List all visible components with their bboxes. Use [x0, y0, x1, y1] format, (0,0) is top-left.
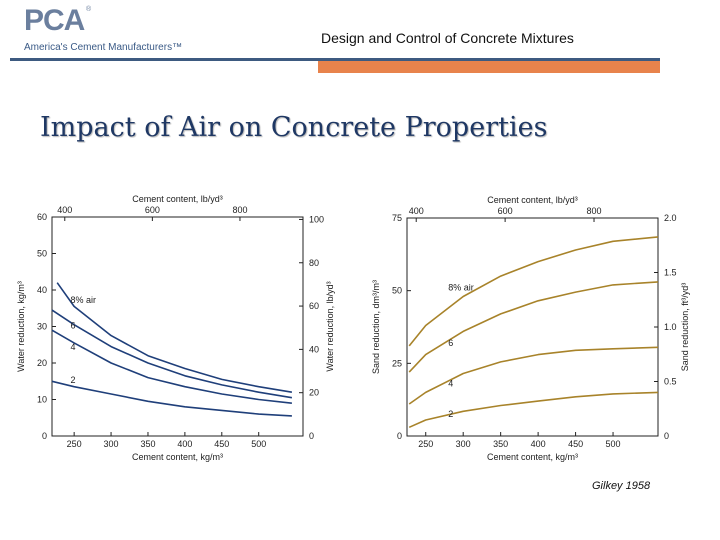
series-line-2	[408, 346, 659, 405]
x-tick-label: 450	[214, 439, 229, 449]
series-line-1	[408, 281, 659, 373]
series-label-0: 8% air	[448, 283, 474, 293]
x-tick-label: 350	[140, 439, 155, 449]
slide-title: Impact of Air on Concrete Properties	[40, 112, 548, 143]
top-axis-title: Cement content, lb/yd³	[487, 195, 578, 205]
top-tick-label: 400	[57, 205, 72, 215]
top-tick-label: 600	[498, 206, 513, 216]
right-axis-title: Water reduction, lb/yd³	[325, 281, 335, 371]
series-line-1	[51, 309, 293, 399]
plot-area	[406, 217, 659, 437]
header-title: Design and Control of Concrete Mixtures	[321, 30, 574, 46]
x-tick-label: 450	[568, 439, 583, 449]
pca-logo: PCA ® America's Cement Manufacturers™	[24, 4, 194, 56]
right-tick-label: 2.0	[664, 213, 677, 223]
y-tick-label: 0	[397, 431, 402, 441]
x-tick-label: 400	[177, 439, 192, 449]
citation: Gilkey 1958	[592, 480, 651, 492]
series-label-1: 6	[448, 338, 453, 348]
top-tick-label: 600	[145, 205, 160, 215]
right-tick-label: 100	[309, 214, 324, 224]
right-tick-label: 40	[309, 344, 319, 354]
series-line-3	[408, 391, 659, 429]
series-label-3: 2	[70, 375, 75, 385]
header-rule-orange	[318, 61, 660, 73]
x-tick-label: 500	[251, 439, 266, 449]
series-line-2	[51, 329, 292, 404]
x-tick-label: 250	[67, 439, 82, 449]
right-tick-label: 80	[309, 258, 319, 268]
plot-area	[51, 216, 304, 437]
x-tick-label: 500	[606, 439, 621, 449]
registered-mark: ®	[86, 6, 92, 13]
series-label-0: 8% air	[70, 295, 96, 305]
series-line-3	[51, 380, 292, 417]
y-tick-label: 75	[392, 213, 402, 223]
x-axis-title: Cement content, kg/m³	[487, 452, 578, 462]
logo-text: PCA	[24, 4, 85, 37]
x-tick-label: 350	[493, 439, 508, 449]
right-tick-label: 0	[664, 431, 669, 441]
series-line-0	[408, 236, 659, 347]
y-tick-label: 0	[42, 431, 47, 441]
right-tick-label: 1.0	[664, 322, 677, 332]
x-tick-label: 300	[456, 439, 471, 449]
right-tick-label: 0.5	[664, 377, 677, 387]
series-label-1: 6	[70, 320, 75, 330]
series-label-2: 4	[448, 379, 453, 389]
right-tick-label: 20	[309, 388, 319, 398]
top-tick-label: 400	[409, 206, 424, 216]
x-tick-label: 250	[418, 439, 433, 449]
right-axis-title: Sand reduction, ft³/yd³	[680, 283, 690, 372]
series-line-0	[56, 282, 293, 393]
series-label-2: 4	[70, 342, 75, 352]
header-rule-blue	[10, 58, 660, 61]
logo-tagline: America's Cement Manufacturers™	[24, 42, 183, 53]
x-tick-label: 300	[104, 439, 119, 449]
right-tick-label: 0	[309, 431, 314, 441]
top-tick-label: 800	[587, 206, 602, 216]
right-tick-label: 1.5	[664, 268, 677, 278]
y-axis-title: Sand reduction, dm³/m³	[371, 280, 381, 374]
series-label-3: 2	[448, 409, 453, 419]
top-tick-label: 800	[232, 205, 247, 215]
y-tick-label: 50	[37, 249, 47, 259]
y-tick-label: 10	[37, 395, 47, 405]
top-axis-title: Cement content, lb/yd³	[132, 194, 223, 204]
y-tick-label: 40	[37, 285, 47, 295]
x-tick-label: 400	[531, 439, 546, 449]
y-tick-label: 20	[37, 358, 47, 368]
y-axis-title: Water reduction, kg/m³	[16, 281, 26, 372]
y-tick-label: 60	[37, 212, 47, 222]
y-tick-label: 50	[392, 286, 402, 296]
y-tick-label: 30	[37, 322, 47, 332]
x-axis-title: Cement content, kg/m³	[132, 452, 223, 462]
y-tick-label: 25	[392, 358, 402, 368]
sand-reduction-chart: 250 300 350 400 450 500 0 25 50 75 400 600 800 0 0.5 1.…	[371, 195, 690, 462]
right-tick-label: 60	[309, 301, 319, 311]
